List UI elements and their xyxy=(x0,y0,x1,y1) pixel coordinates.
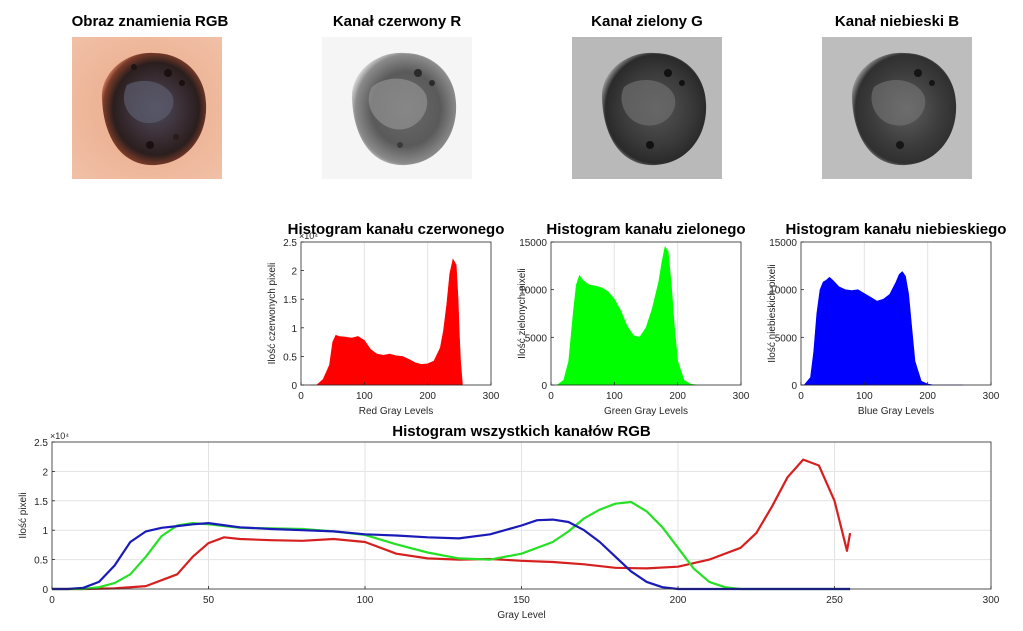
chart-2-xtick-label: 200 xyxy=(919,391,936,402)
chart-1-title: Histogram kanału zielonego xyxy=(546,221,745,238)
chart-3-ytick-label: 0 xyxy=(42,585,48,596)
chart-1-xtick-label: 200 xyxy=(669,391,686,402)
chart-3-ytick-label: 0.5 xyxy=(34,556,48,567)
image-title-blue: Kanał niebieski B xyxy=(834,13,960,30)
chart-3-series-line-1 xyxy=(52,500,851,591)
chart-0-xtick-label: 300 xyxy=(483,391,500,402)
chart-3-y-exponent: ×10⁴ xyxy=(50,431,69,441)
image-title-rgb: Obraz znamienia RGB xyxy=(71,13,229,30)
chart-3-ytick-label: 1.5 xyxy=(34,497,48,508)
chart-2-ylabel: Ilość niebieskich pixeli xyxy=(767,264,778,362)
chart-0-ytick-label: 2 xyxy=(291,267,297,278)
chart-0-xlabel: Red Gray Levels xyxy=(359,406,433,417)
chart-3-xtick-label: 200 xyxy=(670,595,687,606)
chart-3-series-line-0 xyxy=(52,458,852,591)
chart-0-xtick-label: 0 xyxy=(298,391,304,402)
chart-1-ytick-label: 10000 xyxy=(519,286,547,297)
image-title-green: Kanał zielony G xyxy=(591,13,703,30)
chart-2-histogram-area xyxy=(803,271,964,386)
chart-2-xlabel: Blue Gray Levels xyxy=(858,406,934,417)
chart-0-ytick-label: 2.5 xyxy=(283,238,297,249)
chart-3-xtick-label: 150 xyxy=(513,595,530,606)
chart-3-ylabel: Ilość pixeli xyxy=(18,492,29,538)
chart-0-xtick-label: 200 xyxy=(419,391,436,402)
chart-1-xtick-label: 100 xyxy=(606,391,623,402)
lesion-rgb-image xyxy=(72,37,222,179)
chart-1-ytick-label: 5000 xyxy=(525,333,548,344)
chart-1-ytick-label: 15000 xyxy=(519,238,547,249)
chart-3-ytick-label: 1 xyxy=(42,526,48,537)
chart-3-xtick-label: 0 xyxy=(49,595,55,606)
chart-0-title: Histogram kanału czerwonego xyxy=(288,221,505,238)
chart-3-xtick-label: 50 xyxy=(203,595,215,606)
chart-3-series-line-2 xyxy=(52,518,851,591)
chart-1-xlabel: Green Gray Levels xyxy=(604,406,688,417)
chart-3-xtick-label: 300 xyxy=(983,595,1000,606)
chart-1-axes-box xyxy=(550,241,742,386)
chart-2-axes-box xyxy=(800,241,992,386)
chart-2-xtick-label: 100 xyxy=(856,391,873,402)
chart-1-histogram-area xyxy=(556,246,697,386)
chart-0-ytick-label: 0.5 xyxy=(283,352,297,363)
chart-2-ytick-label: 5000 xyxy=(775,333,798,344)
chart-3-ytick-label: 2.5 xyxy=(34,438,48,449)
chart-1-ytick-label: 0 xyxy=(541,381,547,392)
chart-0-ytick-label: 1.5 xyxy=(283,295,297,306)
chart-0-xtick-label: 100 xyxy=(356,391,373,402)
chart-0-ytick-label: 0 xyxy=(291,381,297,392)
chart-0-ylabel: Ilość czerwonych pixeli xyxy=(267,263,278,365)
chart-3-title: Histogram wszystkich kanałów RGB xyxy=(392,423,651,440)
chart-0-axes-box xyxy=(300,241,492,386)
chart-3-xtick-label: 100 xyxy=(357,595,374,606)
image-title-red: Kanał czerwony R xyxy=(332,13,462,30)
chart-2-ytick-label: 0 xyxy=(791,381,797,392)
chart-0-ytick-label: 1 xyxy=(291,324,297,335)
chart-2-title: Histogram kanału niebieskiego xyxy=(786,221,1007,238)
lesion-red-channel-image xyxy=(322,37,472,179)
chart-0-histogram-area xyxy=(310,258,463,386)
chart-3-xlabel: Gray Level xyxy=(497,610,545,621)
chart-1-ylabel: Ilość zielonych pixeli xyxy=(517,268,528,359)
lesion-blue-channel-image xyxy=(822,37,972,179)
chart-2-xtick-label: 300 xyxy=(983,391,1000,402)
lesion-green-channel-image xyxy=(572,37,722,179)
chart-1-xtick-label: 300 xyxy=(733,391,750,402)
chart-2-ytick-label: 15000 xyxy=(769,238,797,249)
chart-3-ytick-label: 2 xyxy=(42,467,48,478)
chart-2-ytick-label: 10000 xyxy=(769,286,797,297)
chart-2-xtick-label: 0 xyxy=(798,391,804,402)
chart-3-xtick-label: 250 xyxy=(826,595,843,606)
chart-0-y-exponent: ×10⁴ xyxy=(299,231,318,241)
chart-1-xtick-label: 0 xyxy=(548,391,554,402)
